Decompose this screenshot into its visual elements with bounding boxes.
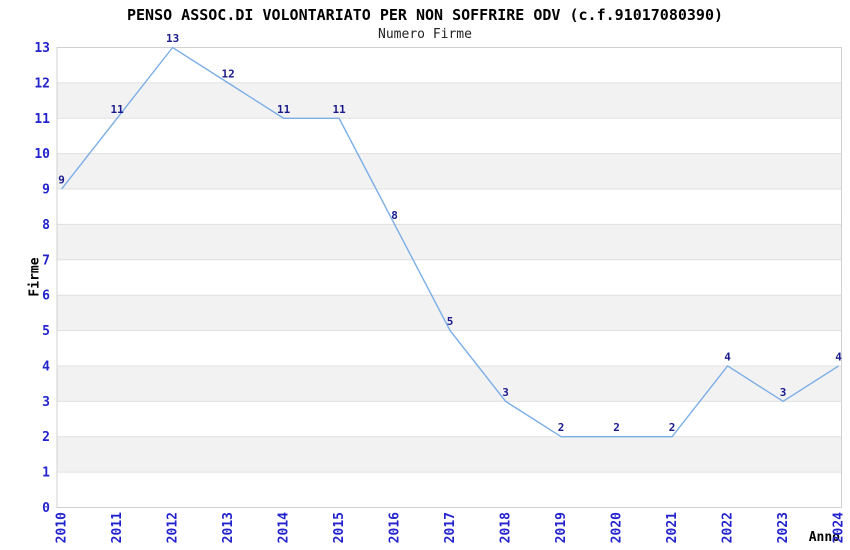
plot-band (57, 436, 842, 473)
x-tick-label: 2014 (277, 512, 292, 543)
x-tick-label: 2010 (55, 512, 70, 543)
y-tick-label: 4 (42, 359, 50, 374)
plot-border (56, 47, 842, 508)
chart-title: PENSO ASSOC.DI VOLONTARIATO PER NON SOFF… (126, 6, 724, 24)
y-tick-label: 6 (42, 289, 50, 304)
data-label: 4 (835, 350, 842, 363)
x-tick-label: 2015 (332, 512, 347, 543)
x-tick-label: 2012 (166, 512, 181, 543)
x-tick-label: 2018 (499, 512, 514, 543)
data-label: 13 (166, 32, 179, 45)
chart-subtitle: Numero Firme (378, 27, 472, 42)
plot-band (57, 365, 842, 402)
x-tick-label: 2017 (443, 512, 458, 543)
data-label: 11 (277, 103, 291, 116)
data-label: 12 (221, 67, 234, 80)
y-tick-label: 12 (34, 76, 50, 91)
x-tick-label: 2016 (388, 512, 403, 543)
y-tick-label: 11 (34, 112, 50, 127)
data-label: 3 (502, 386, 509, 399)
y-tick-label: 9 (42, 183, 50, 198)
data-label: 8 (391, 209, 398, 222)
plot-band (57, 153, 842, 190)
data-label: 2 (558, 421, 565, 434)
y-tick-label: 13 (34, 41, 50, 56)
y-tick-label: 1 (42, 466, 50, 481)
x-tick-label: 2013 (221, 512, 236, 543)
x-tick-label: 2011 (110, 512, 125, 543)
data-label: 11 (110, 103, 124, 116)
y-tick-label: 3 (42, 395, 50, 410)
x-tick-label: 2020 (610, 512, 625, 543)
x-tick-label: 2021 (665, 512, 680, 543)
x-tick-label: 2024 (832, 512, 847, 543)
line-series (61, 46, 839, 438)
x-tick-label: 2022 (721, 512, 736, 543)
x-axis-title: Anno (808, 530, 840, 545)
y-tick-label: 7 (42, 253, 50, 268)
y-tick-label: 2 (42, 430, 50, 445)
y-tick-label: 5 (42, 324, 50, 339)
y-tick-label: 8 (42, 218, 50, 233)
plot-band (57, 295, 842, 331)
data-label: 9 (58, 174, 65, 187)
data-label: 5 (447, 315, 454, 328)
data-label: 3 (780, 386, 787, 399)
plot-band (57, 224, 842, 260)
plot-band (57, 82, 842, 119)
x-tick-label: 2019 (554, 512, 569, 543)
y-tick-label: 10 (34, 147, 50, 162)
data-label: 4 (724, 350, 731, 363)
data-label: 11 (332, 103, 346, 116)
y-tick-label: 0 (42, 501, 50, 516)
data-label: 2 (669, 421, 676, 434)
data-label: 2 (613, 421, 620, 434)
x-tick-label: 2023 (776, 512, 791, 543)
